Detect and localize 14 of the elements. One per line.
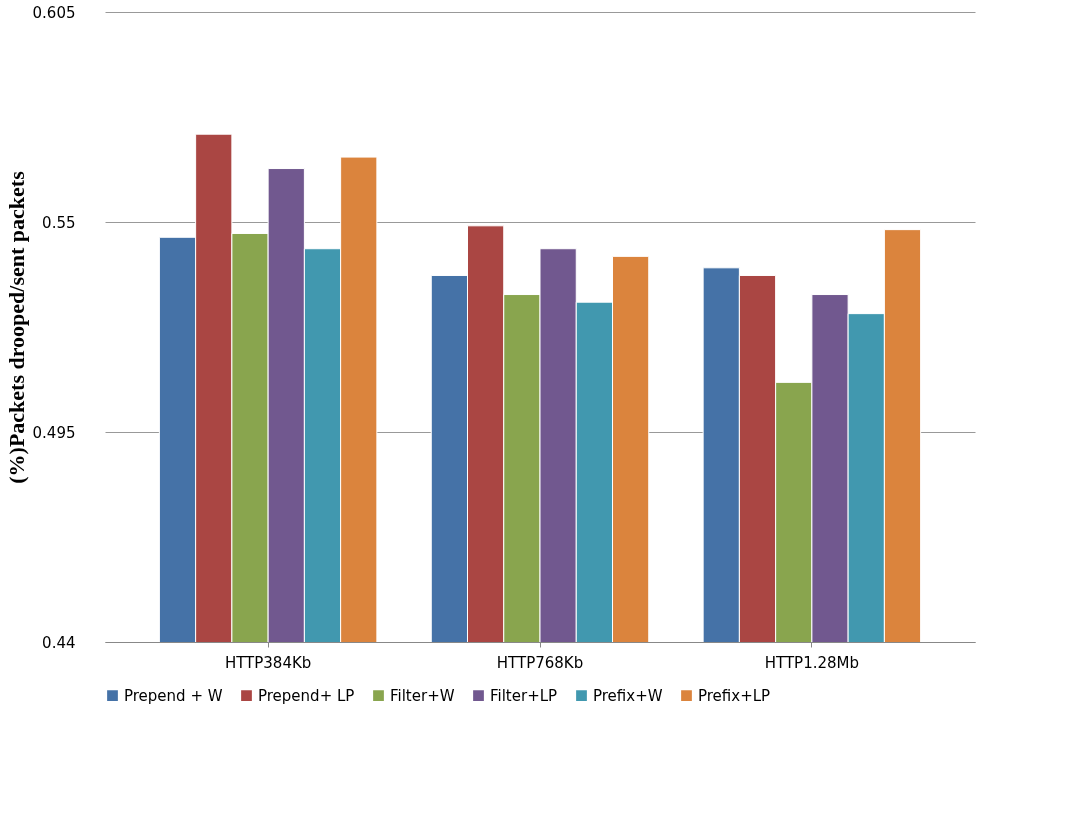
y-tick-label: 0.55: [42, 213, 76, 232]
x-tick-label: HTTP384Kb: [224, 653, 312, 672]
legend-label: Filter+W: [390, 686, 455, 705]
x-tick-label: HTTP1.28Mb: [764, 653, 859, 672]
legend-label: Filter+LP: [490, 686, 558, 705]
y-tick-label: 0.605: [32, 3, 76, 22]
y-tick-label: 0.495: [32, 423, 76, 442]
legend-label: Prepend+ LP: [258, 686, 355, 705]
legend-label: Prefix+W: [593, 686, 663, 705]
x-tick-label: HTTP768Kb: [496, 653, 584, 672]
legend-label: Prepend + W: [124, 686, 223, 705]
legend-label: Prefix+LP: [698, 686, 771, 705]
y-tick-label: 0.44: [42, 633, 76, 652]
y-axis-title: (%)Packets drooped/sent packets: [3, 170, 29, 484]
